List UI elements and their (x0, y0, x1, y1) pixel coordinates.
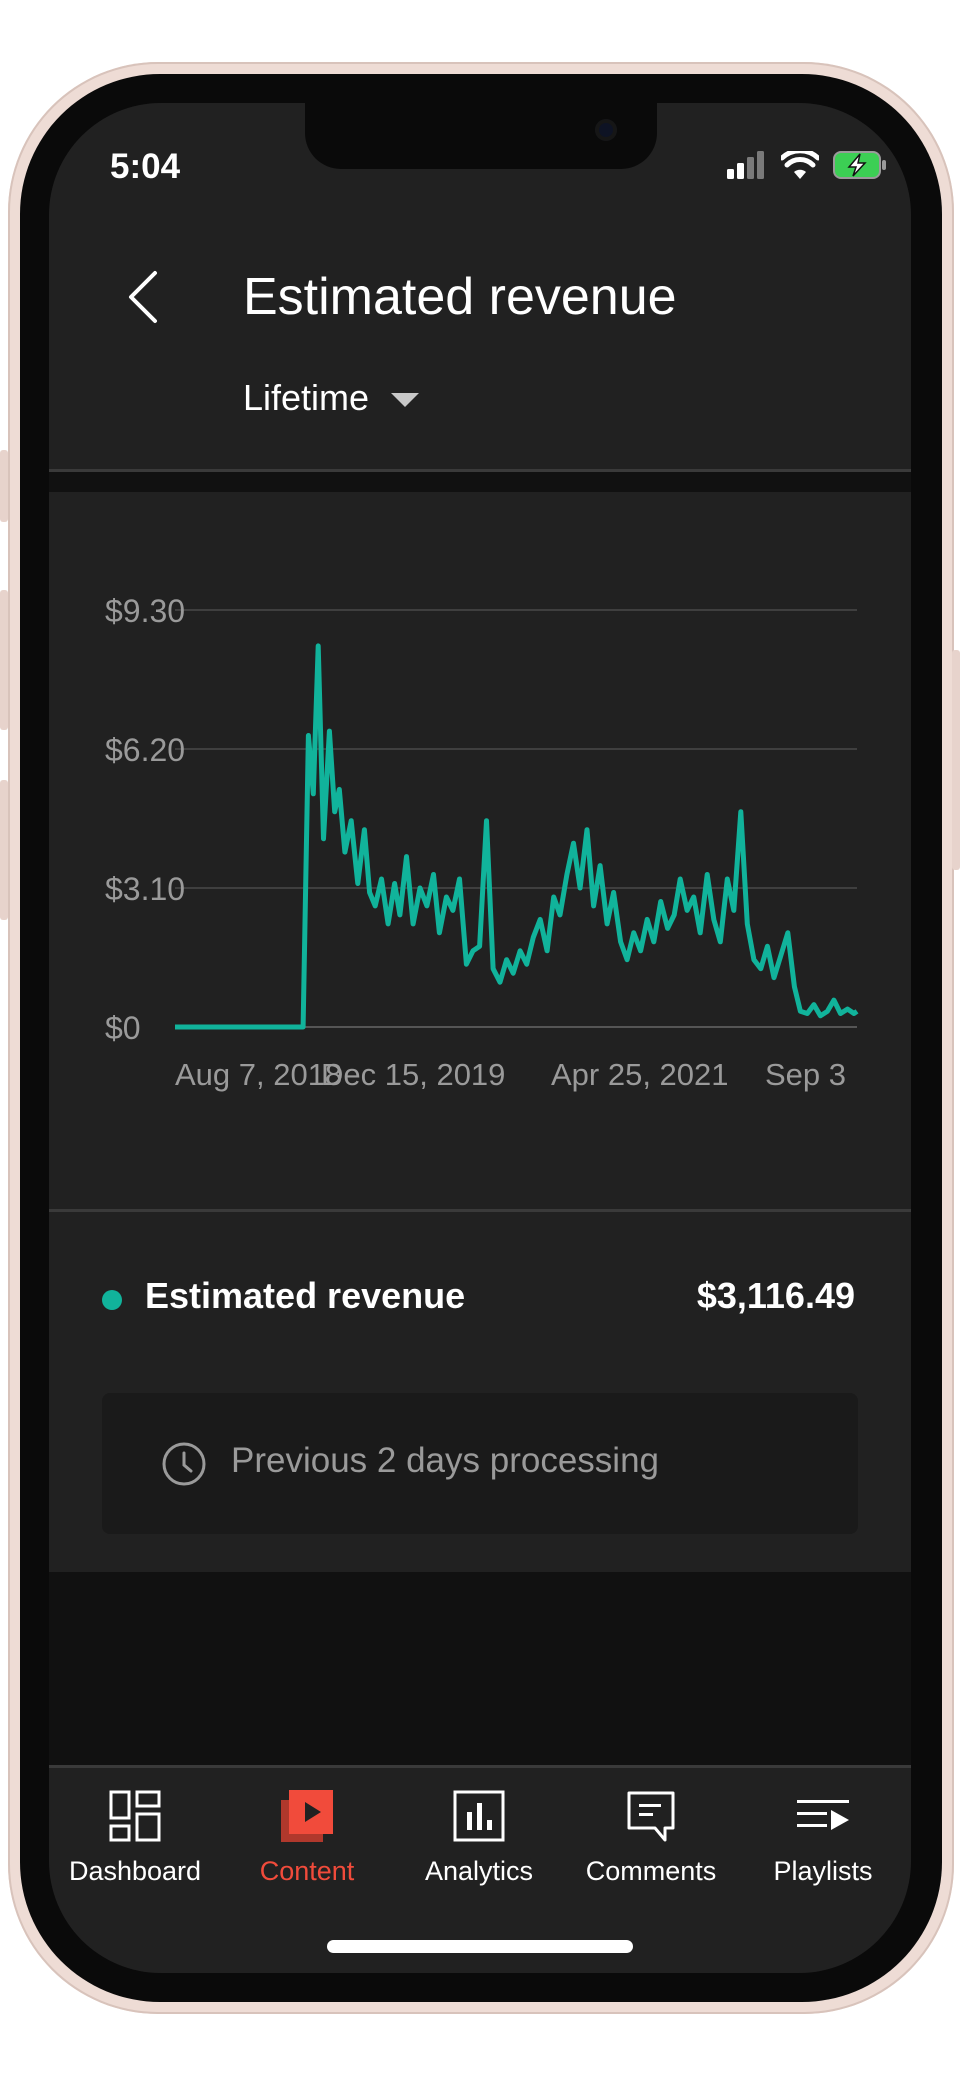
playlists-icon (797, 1800, 849, 1830)
comments-icon (627, 1791, 675, 1842)
metric-value: $3,116.49 (696, 1275, 855, 1316)
nav-label-comments: Comments (585, 1856, 717, 1886)
range-dropdown[interactable]: Lifetime (243, 377, 420, 419)
y-tick-label: $0 (105, 1010, 141, 1046)
content-icon (281, 1790, 333, 1842)
y-tick-label: $3.10 (105, 871, 185, 907)
phone-side-button (0, 590, 8, 730)
status-time: 5:04 (110, 147, 181, 186)
page-title: Estimated revenue (243, 268, 677, 326)
camera-icon (595, 119, 617, 141)
nav-item-playlists[interactable]: Playlists (737, 1790, 909, 1887)
phone-side-button (0, 780, 8, 920)
nav-item-comments[interactable]: Comments (565, 1790, 737, 1887)
screen: 5:04 Estimated revenue Lif (49, 103, 911, 1973)
notch (305, 103, 657, 169)
legend-dot-icon (102, 1290, 122, 1310)
nav-item-content[interactable]: Content (221, 1790, 393, 1887)
summary-card: Estimated revenue $3,116.49 Previous 2 d… (49, 1212, 911, 1572)
y-tick-label: $6.20 (105, 732, 185, 768)
dashboard-icon (109, 1790, 161, 1842)
processing-text: Previous 2 days processing (231, 1441, 659, 1480)
divider (49, 1209, 911, 1212)
x-tick-label: Aug 7, 2018 (175, 1057, 342, 1092)
divider (49, 469, 911, 472)
battery-charging-icon (833, 151, 886, 179)
chart-card: $0 $3.10 $6.20 $9.30 Aug 7, 2018 Dec 15, 201… (49, 492, 911, 1209)
x-tick-label: Sep 3 (765, 1057, 846, 1092)
y-tick-label: $9.30 (105, 593, 185, 629)
x-tick-label: Apr 25, 2021 (551, 1057, 729, 1092)
range-label: Lifetime (243, 377, 370, 418)
status-icons (727, 151, 887, 179)
top-bar: 5:04 Estimated revenue Lif (49, 103, 911, 469)
nav-item-analytics[interactable]: Analytics (393, 1790, 565, 1887)
wifi-icon (781, 151, 819, 179)
nav-label-content: Content (259, 1856, 355, 1886)
signal-icon (727, 151, 764, 179)
processing-notice: Previous 2 days processing (102, 1393, 858, 1534)
bottom-nav: Dashboard Content Analytics (49, 1765, 911, 1973)
phone-side-button (0, 450, 8, 522)
analytics-icon (453, 1790, 505, 1842)
nav-label-dashboard: Dashboard (68, 1856, 202, 1886)
nav-label-playlists: Playlists (773, 1856, 873, 1886)
dropdown-arrow-icon (391, 393, 420, 407)
home-indicator (327, 1940, 633, 1953)
nav-label-analytics: Analytics (424, 1856, 534, 1886)
revenue-series-line (175, 643, 859, 1030)
clock-icon (162, 1442, 206, 1486)
metric-label: Estimated revenue (145, 1275, 466, 1316)
x-tick-label: Dec 15, 2019 (321, 1057, 505, 1092)
phone-side-button (952, 650, 960, 870)
back-arrow-icon[interactable] (121, 267, 165, 327)
nav-item-dashboard[interactable]: Dashboard (49, 1790, 221, 1887)
